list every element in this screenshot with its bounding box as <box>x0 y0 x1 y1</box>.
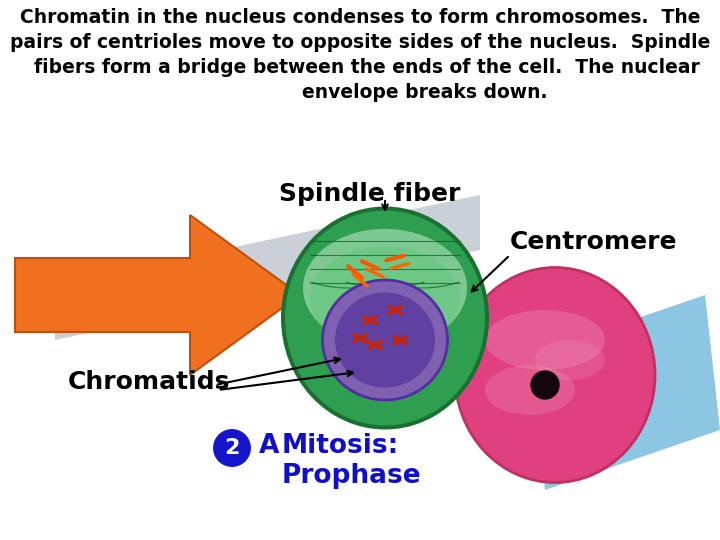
Text: Centromere: Centromere <box>510 230 678 254</box>
Text: Chromatids: Chromatids <box>68 370 230 394</box>
Ellipse shape <box>455 267 655 483</box>
Ellipse shape <box>281 206 489 429</box>
Text: Mitosis:: Mitosis: <box>282 433 400 459</box>
Text: Chromatin in the nucleus condenses to form chromosomes.  The
pairs of centrioles: Chromatin in the nucleus condenses to fo… <box>10 8 710 102</box>
Polygon shape <box>530 295 720 490</box>
Circle shape <box>212 428 252 468</box>
Polygon shape <box>15 215 300 375</box>
Ellipse shape <box>485 365 575 415</box>
Ellipse shape <box>335 293 435 388</box>
Text: Prophase: Prophase <box>282 463 422 489</box>
Circle shape <box>531 371 559 399</box>
Ellipse shape <box>285 211 485 426</box>
Text: 2: 2 <box>225 438 240 458</box>
Ellipse shape <box>323 280 448 400</box>
Text: Spindle fiber: Spindle fiber <box>279 182 461 206</box>
Text: A: A <box>259 433 279 459</box>
Ellipse shape <box>303 229 467 347</box>
Polygon shape <box>55 195 480 340</box>
Ellipse shape <box>535 340 605 380</box>
Ellipse shape <box>485 310 605 370</box>
Ellipse shape <box>310 246 460 349</box>
